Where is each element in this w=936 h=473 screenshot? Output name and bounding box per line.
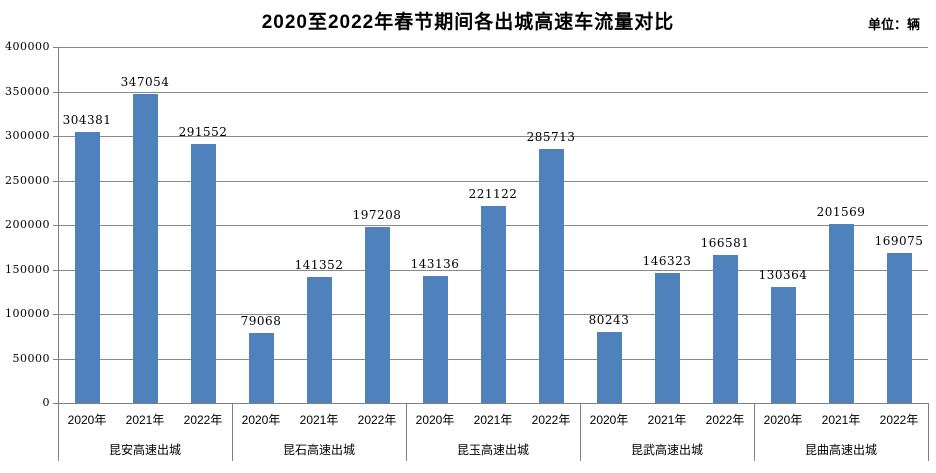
- gridline: [58, 136, 928, 137]
- year-label: 2020年: [67, 413, 107, 427]
- year-label: 2022年: [531, 413, 571, 427]
- year-label: 2020年: [241, 413, 281, 427]
- y-axis-tick: [53, 270, 58, 271]
- bar-value-label: 143136: [410, 257, 460, 271]
- year-label: 2020年: [589, 413, 629, 427]
- year-label: 2021年: [473, 413, 513, 427]
- bar-昆曲高速出城-2022年: [887, 253, 912, 403]
- year-label: 2022年: [357, 413, 397, 427]
- bar-昆曲高速出城-2021年: [829, 224, 854, 403]
- y-axis-tick: [53, 181, 58, 182]
- category-separator: [406, 403, 407, 461]
- y-axis-tick-label: 400000: [5, 40, 50, 53]
- year-label: 2020年: [763, 413, 803, 427]
- y-axis-tick: [53, 225, 58, 226]
- chart-title: 2020至2022年春节期间各出城高速车流量对比: [261, 12, 675, 33]
- gridline: [58, 92, 928, 93]
- category-group-label: 昆玉高速出城: [456, 443, 529, 457]
- y-axis-line: [58, 47, 59, 403]
- category-group-label: 昆安高速出城: [108, 443, 181, 457]
- x-axis-line: [58, 403, 928, 404]
- bar-value-label: 80243: [588, 313, 630, 327]
- bar-昆玉高速出城-2020年: [423, 276, 448, 403]
- y-axis-tick: [53, 47, 58, 48]
- category-group-label: 昆曲高速出城: [804, 443, 877, 457]
- y-axis-tick-label: 250000: [5, 174, 50, 187]
- bar-昆曲高速出城-2020年: [771, 287, 796, 403]
- y-axis-tick: [53, 136, 58, 137]
- bar-value-label: 304381: [62, 113, 112, 127]
- bar-昆武高速出城-2022年: [713, 255, 738, 403]
- bar-昆武高速出城-2021年: [655, 273, 680, 403]
- category-group-label: 昆武高速出城: [630, 443, 703, 457]
- bar-value-label: 146323: [642, 254, 692, 268]
- y-axis-tick-label: 50000: [12, 352, 50, 365]
- y-axis-tick: [53, 92, 58, 93]
- bar-昆安高速出城-2020年: [75, 132, 100, 403]
- y-axis-tick: [53, 403, 58, 404]
- year-label: 2021年: [125, 413, 165, 427]
- bar-value-label: 130364: [758, 268, 808, 282]
- bar-昆玉高速出城-2021年: [481, 206, 506, 403]
- category-separator: [58, 403, 59, 461]
- bar-value-label: 285713: [526, 130, 576, 144]
- y-axis-tick-label: 200000: [5, 218, 50, 231]
- y-axis-tick-label: 300000: [5, 129, 50, 142]
- year-label: 2022年: [879, 413, 919, 427]
- year-label: 2021年: [647, 413, 687, 427]
- bar-value-label: 201569: [816, 205, 866, 219]
- bar-昆武高速出城-2020年: [597, 332, 622, 403]
- bar-昆安高速出城-2021年: [133, 94, 158, 403]
- category-separator: [580, 403, 581, 461]
- year-label: 2021年: [821, 413, 861, 427]
- bar-value-label: 166581: [700, 236, 750, 250]
- bar-昆石高速出城-2022年: [365, 227, 390, 403]
- bar-value-label: 197208: [352, 208, 402, 222]
- year-label: 2021年: [299, 413, 339, 427]
- category-separator: [232, 403, 233, 461]
- y-axis-tick-label: 0: [42, 396, 50, 409]
- bar-昆石高速出城-2021年: [307, 277, 332, 403]
- y-axis-tick-label: 350000: [5, 85, 50, 98]
- year-label: 2020年: [415, 413, 455, 427]
- bar-昆安高速出城-2022年: [191, 144, 216, 403]
- bar-昆玉高速出城-2022年: [539, 149, 564, 403]
- bar-昆石高速出城-2020年: [249, 333, 274, 403]
- gridline: [58, 181, 928, 182]
- gridline: [58, 47, 928, 48]
- y-axis-tick-label: 150000: [5, 263, 50, 276]
- bar-value-label: 169075: [874, 234, 924, 248]
- y-axis-tick: [53, 314, 58, 315]
- y-axis-tick: [53, 359, 58, 360]
- bar-value-label: 291552: [178, 125, 228, 139]
- year-label: 2022年: [705, 413, 745, 427]
- category-separator: [754, 403, 755, 461]
- year-label: 2022年: [183, 413, 223, 427]
- bar-value-label: 79068: [240, 314, 282, 328]
- y-axis-tick-label: 100000: [5, 307, 50, 320]
- unit-label: 单位：辆: [867, 17, 920, 32]
- bar-value-label: 347054: [120, 75, 170, 89]
- category-group-label: 昆石高速出城: [282, 443, 355, 457]
- bar-value-label: 141352: [294, 258, 344, 272]
- category-separator: [928, 403, 929, 461]
- bar-value-label: 221122: [468, 187, 518, 201]
